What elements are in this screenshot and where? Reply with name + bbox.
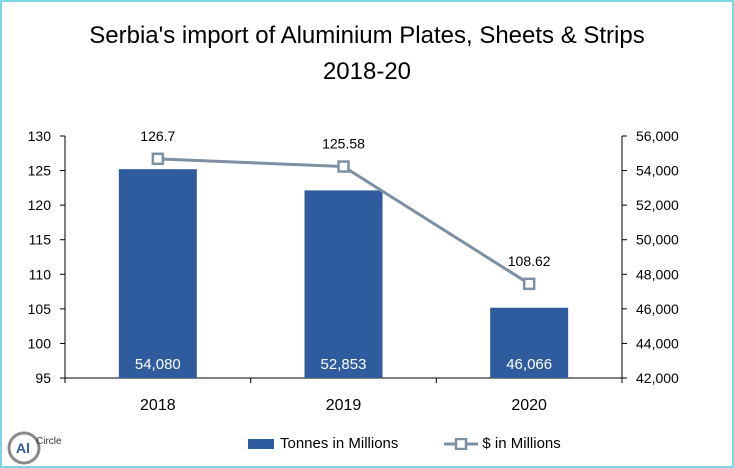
y-right-tick-label: 46,000 <box>636 301 679 317</box>
y-left-tick-label: 95 <box>35 370 51 386</box>
logo-circle-text: Circle <box>36 436 62 447</box>
chart-title: Serbia's import of Aluminium Plates, She… <box>89 22 645 49</box>
y-right-tick-label: 50,000 <box>636 232 679 248</box>
line-data-label: 126.7 <box>140 128 175 144</box>
line-marker <box>151 152 165 166</box>
line-marker <box>522 277 536 291</box>
logo-al-text: Al <box>16 440 30 456</box>
bar <box>304 190 383 378</box>
x-tick-label: 2020 <box>511 397 547 414</box>
legend-label-line: $ in Millions <box>482 435 561 452</box>
y-right-tick-label: 44,000 <box>636 335 679 351</box>
y-right-tick-label: 42,000 <box>636 370 679 386</box>
legend: Tonnes in Millions $ in Millions <box>248 435 607 452</box>
line-data-label: 125.58 <box>322 136 365 152</box>
y-right-tick-label: 48,000 <box>636 266 679 282</box>
y-left-tick-label: 100 <box>28 335 52 351</box>
x-tick-label: 2019 <box>326 397 362 414</box>
bar <box>490 307 569 378</box>
y-right-tick-label: 52,000 <box>636 197 679 213</box>
line-marker <box>337 160 350 173</box>
x-tick-label: 2018 <box>140 397 176 414</box>
y-left-tick-label: 130 <box>28 128 52 144</box>
legend-item-line: $ in Millions <box>444 435 561 452</box>
legend-label-bar: Tonnes in Millions <box>280 435 399 452</box>
legend-item-bar: Tonnes in Millions <box>248 435 398 452</box>
bar-data-label: 52,853 <box>321 356 367 373</box>
y-left-tick-label: 110 <box>29 266 52 282</box>
y-left-tick-label: 105 <box>28 301 52 317</box>
y-left-tick-label: 120 <box>28 197 52 213</box>
legend-swatch-line <box>444 437 479 450</box>
y-right-tick-label: 56,000 <box>636 128 679 144</box>
bar-data-label: 46,066 <box>506 356 552 373</box>
bar <box>118 169 197 378</box>
plot-area: 95 100 105 110 115 120 125 130 42,000 44,000 46,00… <box>28 128 679 414</box>
chart-subtitle: 2018-20 <box>322 58 412 85</box>
y-right-tick-label: 54,000 <box>636 163 679 179</box>
y-left-tick-label: 125 <box>28 163 52 179</box>
line-data-label: 108.62 <box>508 253 551 269</box>
bar-data-label: 54,080 <box>135 356 181 373</box>
legend-swatch-bar <box>248 438 274 449</box>
y-left-tick-label: 115 <box>29 232 52 248</box>
alcircle-logo: Al Circle <box>7 431 62 465</box>
